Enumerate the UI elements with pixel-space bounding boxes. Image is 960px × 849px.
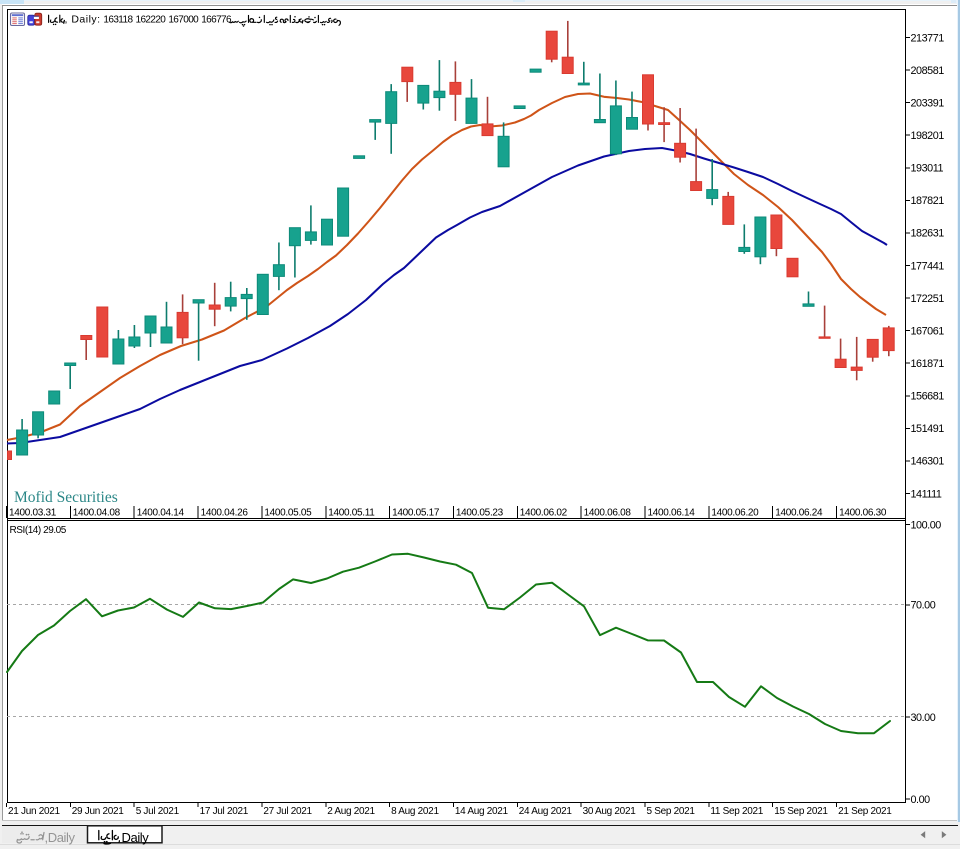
svg-text:1400.06.24: 1400.06.24: [775, 507, 823, 518]
svg-text:Mofid Securities: Mofid Securities: [14, 489, 118, 506]
svg-text:21 Jun 2021: 21 Jun 2021: [8, 806, 60, 817]
svg-text:15 Sep 2021: 15 Sep 2021: [774, 806, 828, 817]
svg-text:172251: 172251: [911, 293, 945, 305]
svg-text:1400.04.08: 1400.04.08: [73, 507, 121, 518]
svg-text:27 Jul 2021: 27 Jul 2021: [263, 806, 312, 817]
svg-text:182631: 182631: [911, 228, 945, 240]
svg-text:1400.05.05: 1400.05.05: [264, 507, 312, 518]
svg-text:156681: 156681: [911, 391, 945, 403]
svg-text:21 Sep 2021: 21 Sep 2021: [838, 806, 892, 817]
svg-text:RSI(14) 29.05: RSI(14) 29.05: [10, 525, 67, 536]
svg-text:24 Aug 2021: 24 Aug 2021: [519, 806, 573, 817]
svg-text:1400.03.31: 1400.03.31: [9, 507, 57, 518]
svg-text:161871: 161871: [911, 358, 945, 370]
svg-text:0.00: 0.00: [911, 794, 931, 806]
svg-text:1400.06.08: 1400.06.08: [584, 507, 632, 518]
svg-text:Daily: Daily: [122, 830, 150, 845]
svg-text:213771: 213771: [911, 32, 945, 44]
svg-text:30.00: 30.00: [911, 712, 936, 724]
svg-text:100.00: 100.00: [911, 519, 942, 531]
svg-text:146301: 146301: [911, 456, 945, 468]
svg-text:1400.06.20: 1400.06.20: [711, 507, 759, 518]
svg-text:177441: 177441: [911, 260, 945, 272]
svg-text:8 Aug 2021: 8 Aug 2021: [391, 806, 439, 817]
svg-text:141111: 141111: [911, 488, 942, 500]
svg-text:70.00: 70.00: [911, 600, 936, 612]
svg-text:5 Sep 2021: 5 Sep 2021: [647, 806, 696, 817]
svg-text:14 Aug 2021: 14 Aug 2021: [455, 806, 509, 817]
svg-text:30 Aug 2021: 30 Aug 2021: [583, 806, 637, 817]
svg-text:5 Jul 2021: 5 Jul 2021: [136, 806, 180, 817]
svg-text:1400.05.11: 1400.05.11: [328, 507, 375, 518]
svg-text:,Daily: ,Daily: [45, 830, 76, 845]
svg-text:198201: 198201: [911, 130, 945, 142]
svg-text:11 Sep 2021: 11 Sep 2021: [710, 806, 763, 817]
svg-text:29 Jun 2021: 29 Jun 2021: [72, 806, 124, 817]
svg-text:208581: 208581: [911, 65, 945, 77]
svg-text:1400.04.14: 1400.04.14: [137, 507, 185, 518]
svg-text:17 Jul 2021: 17 Jul 2021: [200, 806, 249, 817]
svg-text:203391: 203391: [911, 97, 945, 109]
svg-text:1400.06.30: 1400.06.30: [839, 507, 887, 518]
svg-text:187821: 187821: [911, 195, 945, 207]
svg-text:1400.06.14: 1400.06.14: [648, 507, 696, 518]
svg-text:, Daily:: , Daily:: [65, 14, 101, 26]
svg-text:167061: 167061: [911, 325, 945, 337]
svg-text:1400.05.23: 1400.05.23: [456, 507, 504, 518]
svg-text:193011: 193011: [911, 163, 944, 175]
svg-text:2 Aug 2021: 2 Aug 2021: [327, 806, 375, 817]
svg-text:163118 162220 167000 166776: 163118 162220 167000 166776: [103, 15, 232, 26]
svg-text:1400.04.26: 1400.04.26: [201, 507, 249, 518]
svg-text:1400.06.02: 1400.06.02: [520, 507, 568, 518]
svg-text:1400.05.17: 1400.05.17: [392, 507, 440, 518]
svg-text:151491: 151491: [911, 423, 945, 435]
